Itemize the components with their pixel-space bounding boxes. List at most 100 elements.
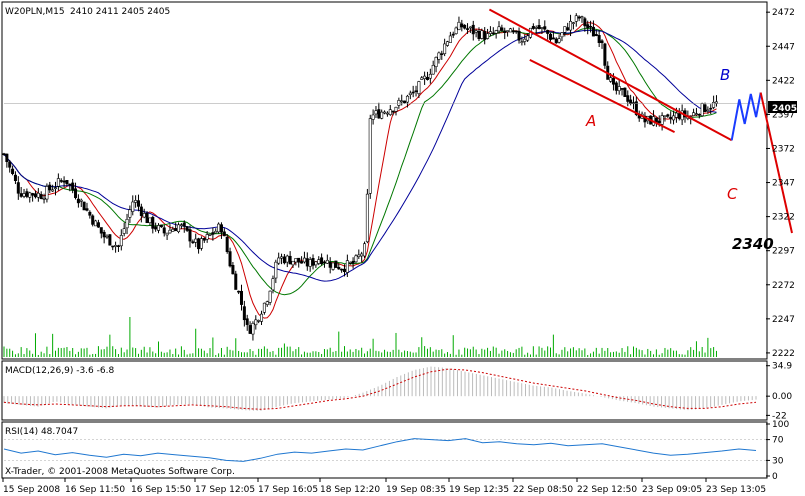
candle-body	[634, 101, 638, 115]
candle-body	[471, 24, 475, 35]
ohlc-label: 2410 2411 2405 2405	[70, 7, 170, 17]
candle-body	[586, 24, 590, 29]
candle-body	[13, 174, 17, 182]
candle-body	[96, 222, 100, 228]
candle-body	[242, 306, 246, 321]
candle-body	[357, 254, 361, 257]
candle-body	[383, 111, 387, 114]
time-tick-label: 17 Sep 12:05	[195, 485, 255, 495]
rsi-line	[3, 438, 757, 462]
candle-body	[54, 187, 58, 190]
candle-body	[248, 325, 252, 334]
candle-body	[414, 90, 418, 93]
candle-body	[377, 109, 381, 119]
candle-body	[400, 100, 404, 103]
price-tick-label: 2272	[772, 281, 795, 291]
candle-body	[151, 216, 155, 229]
candle-body	[300, 261, 304, 264]
macd-panel[interactable]	[1, 360, 768, 421]
candle-body	[663, 115, 667, 118]
candle-body	[33, 193, 37, 198]
candle-body	[486, 33, 490, 39]
candle-body	[526, 35, 530, 41]
price-tick-label: 2347	[772, 179, 795, 189]
wave-b-zigzag	[730, 92, 762, 141]
candle-body	[219, 224, 223, 233]
candle-body	[680, 110, 684, 121]
candle-body	[340, 268, 344, 271]
candle-body	[609, 77, 613, 82]
rsi-panel[interactable]	[1, 421, 768, 479]
candle-body	[45, 186, 49, 200]
candle-body	[709, 107, 713, 110]
candle-body	[174, 228, 178, 232]
candle-body	[31, 193, 35, 196]
target-label: 2340	[732, 235, 774, 253]
candle-body	[446, 41, 450, 46]
time-tick-label: 16 Sep 15:50	[131, 485, 191, 495]
candle-body	[228, 251, 232, 267]
time-tick-label: 22 Sep 12:50	[577, 485, 637, 495]
candle-body	[488, 31, 492, 34]
price-panel[interactable]	[1, 1, 768, 360]
candle-body	[385, 112, 389, 115]
candle-body	[188, 229, 192, 242]
candle-body	[260, 313, 264, 322]
candle-body	[291, 260, 295, 266]
candle-body	[282, 256, 286, 264]
candle-body	[288, 255, 292, 265]
candle-body	[36, 192, 40, 198]
macd-signal-line	[3, 368, 757, 410]
projection-line-c	[759, 92, 793, 234]
candle-body	[139, 206, 143, 216]
candle-body	[2, 153, 6, 155]
candle-body	[551, 37, 555, 40]
candle-body	[94, 220, 98, 227]
symbol-label: W20PLN,M15	[5, 7, 65, 17]
candle-body	[617, 86, 621, 92]
candle-body	[325, 259, 329, 264]
candle-body	[397, 100, 401, 106]
candle-body	[371, 114, 375, 120]
candle-body	[554, 38, 558, 44]
candle-body	[354, 255, 358, 263]
candle-body	[569, 21, 573, 31]
time-tick-label: 19 Sep 12:35	[449, 485, 509, 495]
trendline-upper	[488, 8, 733, 142]
rsi-tick-label: 70	[772, 436, 784, 446]
price-tick-label: 2422	[772, 76, 795, 86]
candle-body	[563, 26, 567, 33]
candle-body	[134, 200, 138, 203]
candle-body	[208, 233, 212, 236]
candle-body	[328, 261, 332, 268]
candle-body	[589, 25, 593, 28]
price-tick-label: 2322	[772, 213, 795, 223]
candle-body	[574, 15, 578, 22]
candle-body	[202, 238, 206, 241]
candle-body	[660, 115, 664, 125]
candle-body	[131, 201, 135, 212]
candle-body	[388, 109, 392, 115]
candle-body	[211, 232, 215, 235]
candle-body	[423, 75, 427, 80]
price-tick-label: 2472	[772, 8, 795, 18]
rsi-series-layer	[3, 438, 766, 462]
time-tick-label: 23 Sep 09:05	[642, 485, 702, 495]
macd-label: MACD(12,26,9) -3.6 -6.8	[5, 366, 114, 376]
ma-slow-line	[3, 29, 717, 282]
candle-body	[411, 91, 415, 94]
candle-body	[497, 26, 501, 32]
candle-body	[457, 21, 461, 30]
candle-body	[297, 257, 301, 263]
candle-body	[425, 77, 429, 80]
candle-body	[185, 226, 189, 231]
candle-body	[68, 183, 72, 186]
time-tick-label: 23 Sep 13:05	[706, 485, 766, 495]
candle-body	[460, 23, 464, 28]
candle-body	[257, 320, 261, 322]
candle-body	[363, 243, 367, 257]
price-tick-label: 2447	[772, 42, 795, 52]
candle-body	[603, 43, 607, 66]
candle-body	[11, 168, 15, 175]
